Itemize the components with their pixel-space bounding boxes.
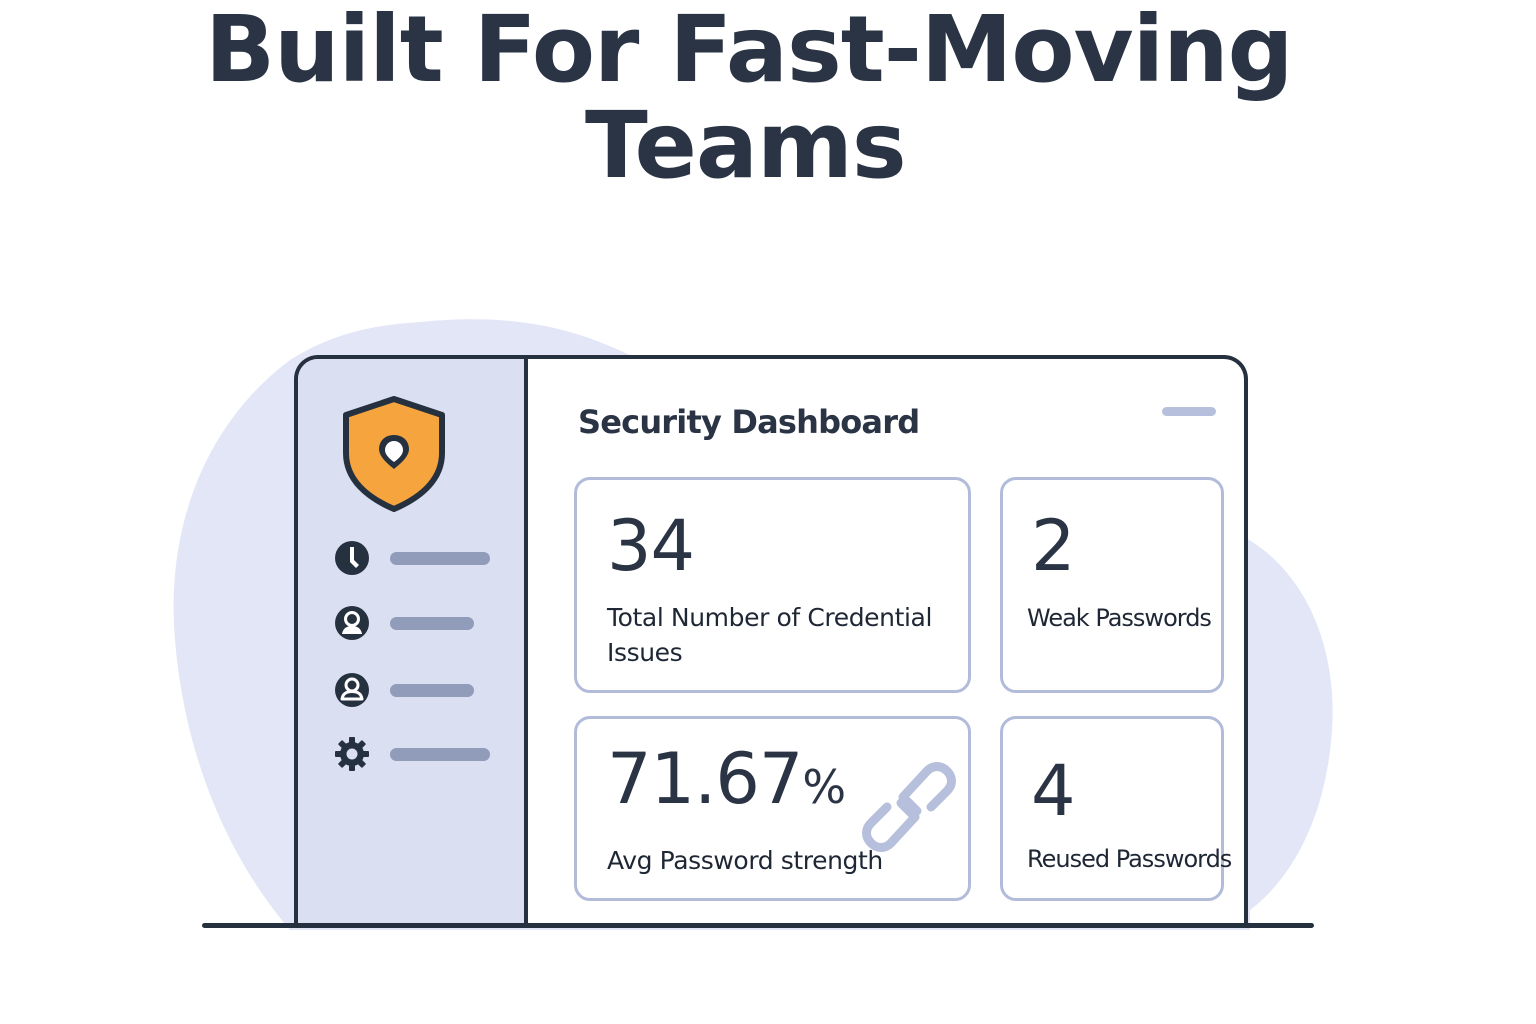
main-panel: Security Dashboard 34 Total Number of Cr…: [528, 359, 1244, 927]
sidebar-item-label-placeholder: [390, 684, 474, 697]
card-label: Avg Password strength: [607, 846, 883, 875]
sidebar-item-settings[interactable]: [334, 736, 504, 772]
card-label: Weak Passwords: [1027, 604, 1212, 632]
link-icon: [862, 762, 956, 852]
card-value: 4: [1031, 750, 1076, 832]
laptop-baseline: [202, 923, 1314, 928]
sidebar-item-label-placeholder: [390, 552, 490, 565]
card-label: Reused Passwords: [1027, 845, 1232, 873]
headline-line-2: Teams: [585, 92, 907, 199]
gear-icon: [335, 737, 369, 771]
sidebar: [298, 359, 528, 927]
card-label: Total Number of Credential Issues: [607, 603, 933, 667]
sidebar-item-label-placeholder: [390, 748, 490, 761]
page-title: Security Dashboard: [578, 403, 920, 441]
sidebar-item-users[interactable]: [334, 605, 504, 641]
card-avg-password-strength[interactable]: 71.67% Avg Password strength: [574, 716, 971, 901]
user-icon: [335, 606, 369, 640]
minimize-icon[interactable]: [1162, 407, 1216, 416]
sidebar-item-history[interactable]: [334, 540, 504, 576]
card-value-unit: %: [802, 760, 847, 814]
card-total-credential-issues[interactable]: 34 Total Number of Credential Issues: [574, 477, 971, 693]
clock-icon: [335, 541, 369, 575]
headline-line-1: Built For Fast-Moving: [205, 0, 1293, 103]
card-reused-passwords[interactable]: 4 Reused Passwords: [1000, 716, 1232, 901]
card-value: 34: [607, 505, 695, 587]
card-weak-passwords[interactable]: 2 Weak Passwords: [1000, 477, 1224, 693]
sidebar-item-profile[interactable]: [334, 672, 504, 708]
profile-icon: [335, 673, 369, 707]
sidebar-item-label-placeholder: [390, 617, 474, 630]
card-value: 71.67%: [607, 739, 846, 827]
dashboard-window: Security Dashboard 34 Total Number of Cr…: [294, 355, 1248, 927]
shield-icon[interactable]: [342, 395, 446, 513]
card-value: 2: [1031, 505, 1076, 587]
card-value-number: 71.67: [607, 738, 803, 820]
